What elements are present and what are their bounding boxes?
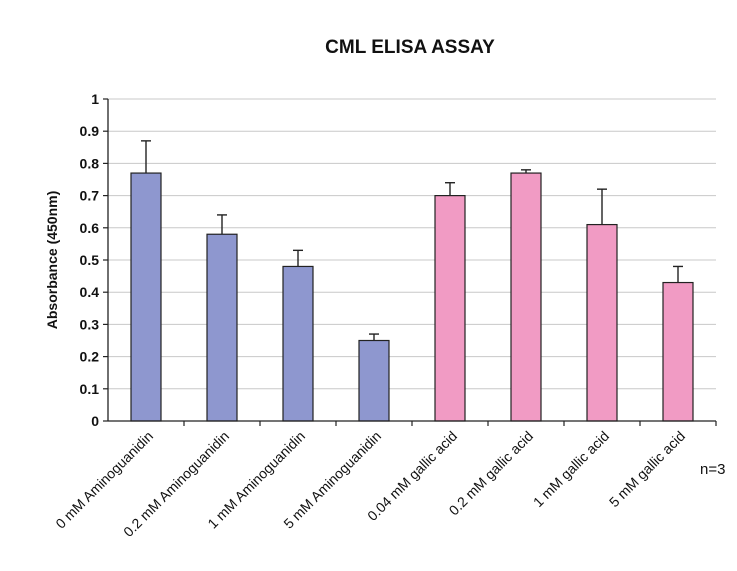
bars xyxy=(130,172,694,422)
bar xyxy=(586,223,618,422)
y-tick-label: 0.4 xyxy=(80,284,100,300)
error-bars xyxy=(141,140,683,341)
bar xyxy=(662,281,694,422)
y-tick-label: 0.1 xyxy=(80,381,100,397)
bar xyxy=(130,172,162,422)
x-tick-label: 0.2 mM gallic acid xyxy=(446,428,537,519)
y-tick-label: 0.8 xyxy=(80,155,100,171)
y-tick-label: 0.3 xyxy=(80,316,100,332)
y-tick-label: 0.7 xyxy=(80,188,100,204)
bar xyxy=(282,265,314,422)
y-tick-labels: 0 0.1 0.2 0.3 0.4 0.5 0.6 0.7 0.8 0.9 1 xyxy=(80,91,100,429)
bar xyxy=(434,195,466,422)
x-tick-label: 1 mM gallic acid xyxy=(530,428,612,510)
bar xyxy=(358,339,390,422)
y-tick-label: 0.9 xyxy=(80,123,100,139)
y-tick-label: 0.5 xyxy=(80,252,100,268)
y-tick-label: 0.2 xyxy=(80,349,100,365)
chart-title: CML ELISA ASSAY xyxy=(325,37,495,58)
gridlines xyxy=(103,98,716,422)
bar xyxy=(510,172,542,422)
sample-size-annotation: n=3 xyxy=(700,461,725,478)
bar xyxy=(206,233,238,422)
y-axis-label: Absorbance (450nm) xyxy=(44,191,60,329)
y-tick-label: 0 xyxy=(91,413,99,429)
axes xyxy=(107,99,717,426)
y-tick-label: 1 xyxy=(91,91,99,107)
y-tick-label: 0.6 xyxy=(80,220,100,236)
x-tick-label: 5 mM gallic acid xyxy=(606,428,688,510)
